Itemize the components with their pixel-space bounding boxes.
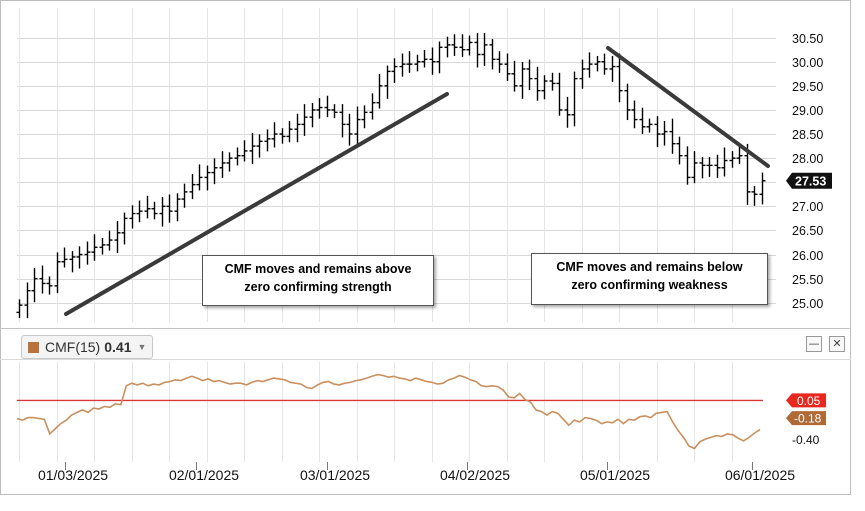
- price-tick-label: 25.50: [792, 273, 823, 287]
- price-tick-label: 26.00: [792, 249, 823, 263]
- price-tick-label: 30.00: [792, 56, 823, 70]
- price-tick-label: 29.00: [792, 104, 823, 118]
- price-bars: [16, 33, 766, 319]
- cmf-ref-label: 0.05: [797, 394, 821, 408]
- cmf-line: [16, 373, 761, 450]
- price-tick-label: 28.50: [792, 128, 823, 142]
- annotation-strength-line2: zero confirming strength: [244, 280, 392, 294]
- date-axis: 01/03/2025 02/01/2025 03/01/2025 04/02/2025…: [38, 462, 795, 483]
- close-button[interactable]: ✕: [829, 336, 845, 352]
- minimize-button[interactable]: —: [806, 336, 822, 352]
- date-tick-label: 05/01/2025: [580, 467, 650, 483]
- indicator-name: CMF(15): [45, 339, 101, 355]
- annotation-weakness-line2: zero confirming weakness: [571, 278, 728, 292]
- last-price-label: 27.53: [795, 174, 826, 188]
- last-price-badge: [786, 172, 832, 189]
- price-tick-label: 27.00: [792, 200, 823, 214]
- date-tick-label: 04/02/2025: [440, 467, 510, 483]
- uptrend-line: [64, 92, 449, 316]
- annotation-weakness: CMF moves and remains below zero confirm…: [531, 253, 768, 305]
- cmf-tick-label: -0.40: [792, 433, 820, 447]
- gridlines: [0, 0, 851, 495]
- date-tick-label: 01/03/2025: [38, 467, 108, 483]
- date-tick-label: 03/01/2025: [300, 467, 370, 483]
- price-tick-label: 29.50: [792, 80, 823, 94]
- chevron-down-icon[interactable]: ▼: [137, 342, 147, 352]
- cmf-current-label: -0.18: [794, 412, 822, 426]
- annotation-strength-line1: CMF moves and remains above: [224, 262, 412, 276]
- trend-lines: [64, 46, 770, 316]
- cmf-current-badge: [786, 411, 826, 426]
- cmf-ref-badge: [786, 393, 826, 408]
- price-tick-label: 28.00: [792, 152, 823, 166]
- price-tick-label: 25.00: [792, 297, 823, 311]
- downtrend-line: [606, 46, 770, 168]
- date-tick-label: 06/01/2025: [725, 467, 795, 483]
- annotation-weakness-line1: CMF moves and remains below: [556, 260, 743, 274]
- price-axis: 30.5030.0029.5029.0028.5028.0027.5027.00…: [786, 32, 832, 311]
- outer-frame: [0, 0, 851, 495]
- indicator-selector[interactable]: CMF(15) 0.41 ▼: [21, 335, 154, 359]
- cmf-panel: 0.05 -0.18 -0.40: [16, 373, 826, 450]
- date-tick-label: 02/01/2025: [169, 467, 239, 483]
- indicator-value: 0.41: [104, 339, 132, 355]
- indicator-color-swatch: [28, 341, 39, 353]
- price-tick-label: 30.50: [792, 32, 823, 46]
- price-tick-label: 26.50: [792, 224, 823, 238]
- annotation-strength: CMF moves and remains above zero confirm…: [202, 255, 434, 306]
